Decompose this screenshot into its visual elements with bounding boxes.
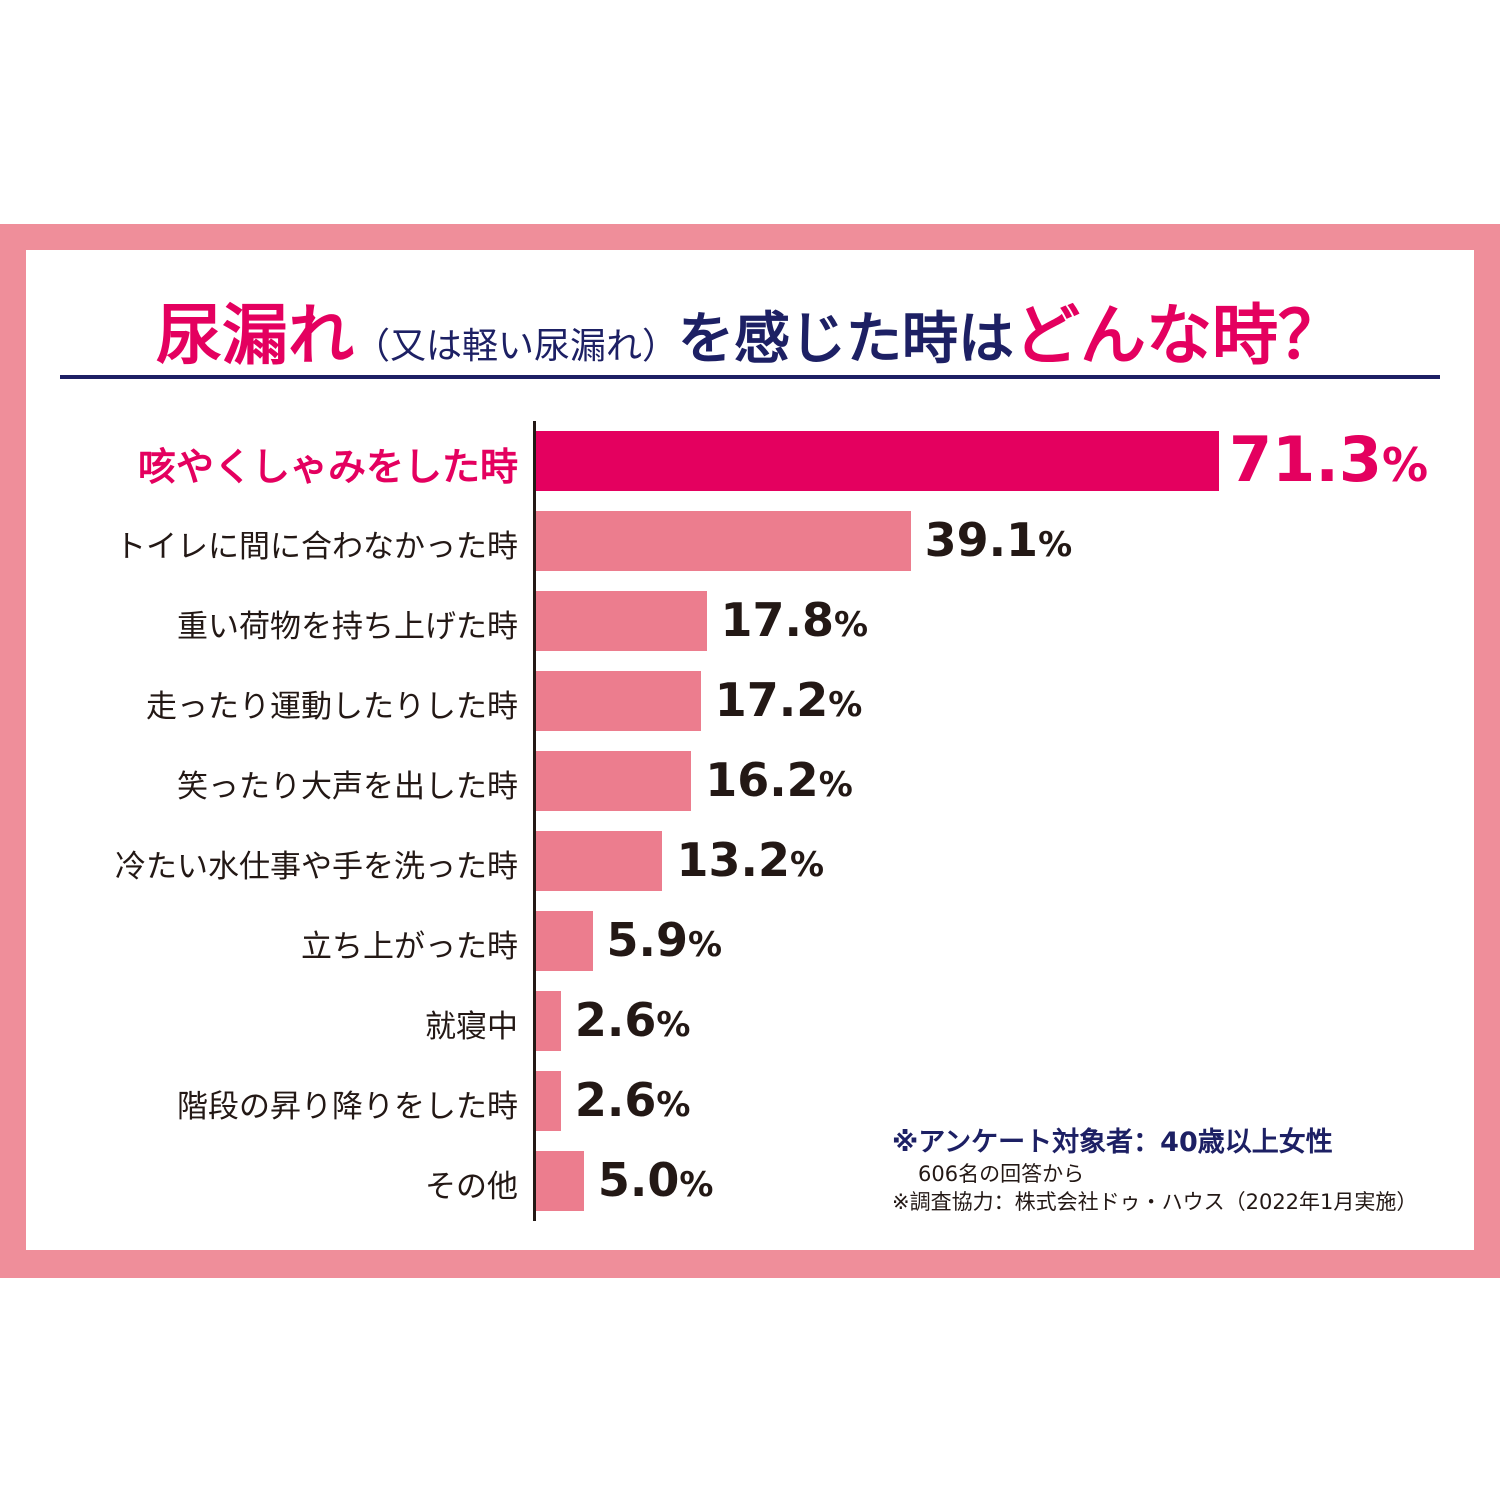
note-cooperation: ※調査協力：株式会社ドゥ・ハウス（2022年1月実施） — [892, 1190, 1418, 1214]
bar — [536, 1151, 584, 1211]
title-rule — [60, 375, 1440, 379]
value-unit: % — [1382, 438, 1429, 492]
category-label: 就寝中 — [425, 1009, 518, 1045]
bar — [536, 431, 1220, 491]
value-unit: % — [679, 1165, 714, 1205]
value-unit: % — [1038, 525, 1073, 565]
title-part4: どんな時？ — [1014, 297, 1344, 374]
y-axis-line — [533, 421, 536, 1221]
category-label: 走ったり運動したりした時 — [146, 689, 518, 725]
category-label: その他 — [425, 1169, 518, 1205]
note-count: 606名の回答から — [918, 1162, 1085, 1186]
title-part3: を感じた時は — [678, 307, 1014, 372]
bar — [536, 831, 663, 891]
value-label: 17.8% — [721, 593, 869, 647]
value-unit: % — [688, 925, 723, 965]
category-label: 咳やくしゃみをした時 — [137, 445, 518, 489]
panel — [26, 250, 1474, 1250]
category-label: 重い荷物を持ち上げた時 — [177, 609, 518, 645]
value-number: 13.2 — [676, 833, 790, 887]
value-label: 2.6% — [575, 993, 691, 1047]
value-number: 2.6 — [574, 993, 657, 1047]
value-number: 2.6 — [574, 1073, 657, 1127]
bar — [536, 511, 911, 571]
category-label: 冷たい水仕事や手を洗った時 — [115, 849, 518, 885]
value-number: 71.3 — [1229, 423, 1383, 496]
value-label: 71.3% — [1229, 423, 1428, 496]
category-label: 階段の昇り降りをした時 — [177, 1089, 518, 1125]
category-label: トイレに間に合わなかった時 — [115, 529, 518, 565]
value-label: 5.9% — [607, 913, 723, 967]
bar — [536, 591, 707, 651]
value-label: 13.2% — [676, 833, 824, 887]
chart-title: 尿漏れ（又は軽い尿漏れ）を感じた時はどんな時？ — [60, 282, 1440, 378]
bar — [536, 751, 692, 811]
notes: ※アンケート対象者：40歳以上女性 606名の回答から ※調査協力：株式会社ドゥ… — [892, 1126, 1417, 1216]
value-unit: % — [656, 1085, 691, 1125]
category-label: 笑ったり大声を出した時 — [177, 769, 518, 805]
value-number: 17.2 — [714, 673, 829, 727]
value-label: 17.2% — [715, 673, 863, 727]
value-number: 5.0 — [597, 1153, 680, 1207]
value-unit: % — [818, 765, 853, 805]
value-number: 5.9 — [606, 913, 689, 967]
title-part2: （又は軽い尿漏れ） — [353, 326, 678, 367]
value-unit: % — [828, 685, 863, 725]
bar — [536, 1071, 561, 1131]
bar — [536, 911, 593, 971]
value-number: 17.8 — [720, 593, 835, 647]
value-unit: % — [789, 845, 825, 885]
value-label: 2.6% — [575, 1073, 691, 1127]
value-unit: % — [834, 605, 869, 645]
category-label: 立ち上がった時 — [301, 929, 518, 965]
title-part1: 尿漏れ — [155, 297, 354, 374]
value-unit: % — [656, 1005, 691, 1045]
value-number: 39.1 — [924, 513, 1039, 567]
bar — [536, 991, 561, 1051]
value-number: 16.2 — [705, 753, 819, 807]
bar — [536, 671, 701, 731]
value-label: 5.0% — [598, 1153, 714, 1207]
value-label: 16.2% — [705, 753, 853, 807]
value-label: 39.1% — [925, 513, 1073, 567]
note-target: ※アンケート対象者：40歳以上女性 — [892, 1127, 1333, 1158]
